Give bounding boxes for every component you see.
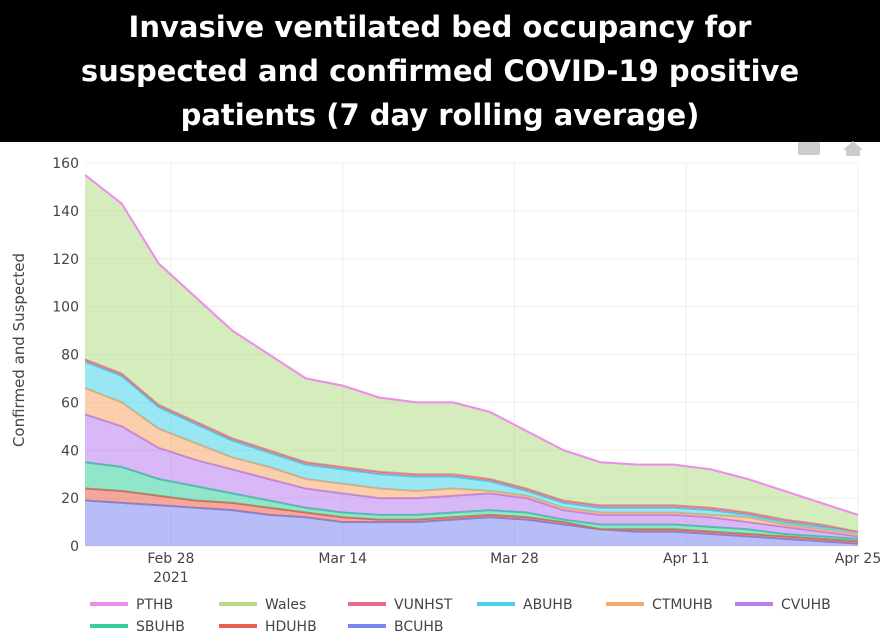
- area-fill: [85, 414, 858, 539]
- legend-label: Wales: [265, 597, 306, 613]
- legend-label: BCUHB: [394, 619, 444, 635]
- area-fill: [85, 500, 858, 546]
- chart-title: Invasive ventilated bed occupancy for su…: [80, 10, 800, 132]
- legend-label: SBUHB: [136, 619, 185, 635]
- legend-label: VUNHST: [394, 597, 453, 613]
- y-tick-label: 100: [52, 300, 79, 316]
- x-tick-label: Apr 11: [663, 551, 709, 567]
- y-tick-label: 60: [61, 395, 79, 411]
- y-tick-label: 20: [61, 491, 79, 507]
- camera-icon[interactable]: [798, 142, 820, 155]
- y-tick-label: 0: [70, 539, 79, 555]
- legend-label: ABUHB: [523, 597, 573, 613]
- area-line: [84, 174, 859, 516]
- x-tick-label: Apr 25: [835, 551, 880, 567]
- x-tick-label: Mar 14: [318, 551, 367, 567]
- toolbar-icons: [798, 141, 863, 156]
- x-tick-label: Feb 28 2021: [147, 551, 194, 586]
- area-fill: [85, 361, 858, 535]
- legend-label: PTHB: [136, 597, 173, 613]
- area-fill: [85, 174, 858, 532]
- y-tick-label: 140: [52, 204, 79, 220]
- area-fill: [85, 388, 858, 537]
- y-tick-label: 160: [52, 156, 79, 172]
- legend-label: HDUHB: [265, 619, 317, 635]
- area-fill: [85, 462, 858, 542]
- legend-label: CTMUHB: [652, 597, 713, 613]
- x-tick-label: Mar 28: [490, 551, 539, 567]
- y-axis-title: Confirmed and Suspected: [10, 253, 28, 447]
- legend-label: CVUHB: [781, 597, 831, 613]
- y-tick-label: 120: [52, 252, 79, 268]
- y-tick-label: 40: [61, 443, 79, 459]
- home-icon[interactable]: [843, 141, 863, 156]
- y-tick-label: 80: [61, 348, 79, 364]
- area-line: [84, 360, 859, 533]
- title-banner: Invasive ventilated bed occupancy for su…: [0, 0, 880, 142]
